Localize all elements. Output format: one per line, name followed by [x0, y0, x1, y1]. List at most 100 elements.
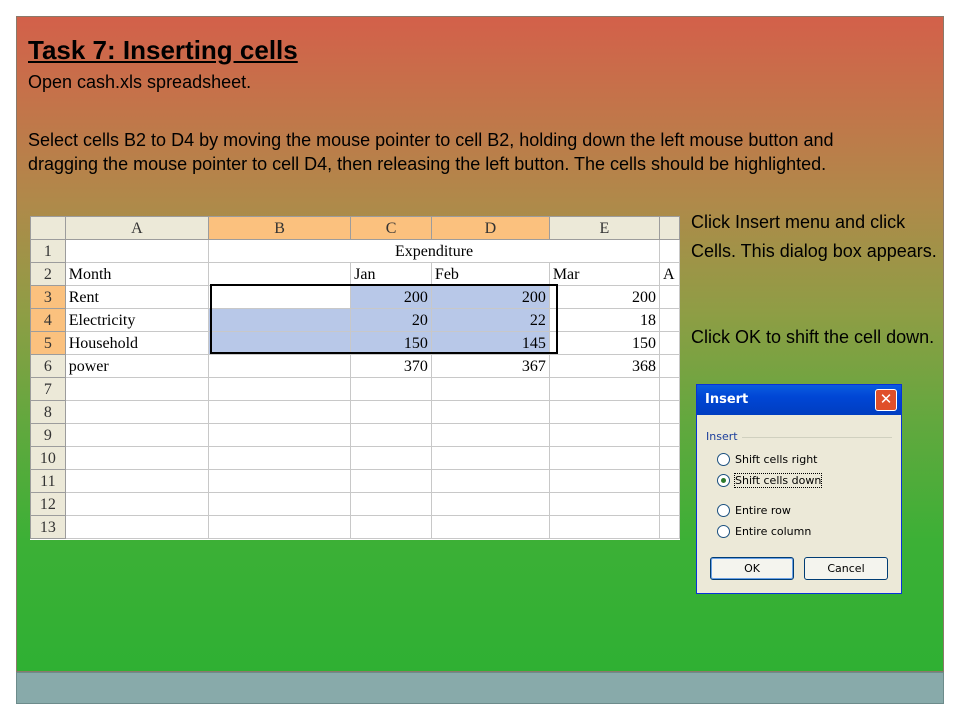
- cell[interactable]: [208, 446, 352, 470]
- column-header-a[interactable]: A: [64, 216, 210, 240]
- row-header[interactable]: 13: [30, 515, 66, 539]
- cell[interactable]: [208, 423, 352, 447]
- cell[interactable]: [430, 469, 550, 493]
- cell[interactable]: Rent: [64, 285, 210, 309]
- cell[interactable]: Jan: [350, 262, 432, 286]
- cell[interactable]: 18: [548, 308, 660, 332]
- column-header-f[interactable]: [658, 216, 680, 240]
- cell[interactable]: Month: [64, 262, 210, 286]
- cell[interactable]: [350, 515, 432, 539]
- column-header-c[interactable]: C: [350, 216, 432, 240]
- cell[interactable]: Household: [64, 331, 210, 355]
- cell[interactable]: [548, 469, 660, 493]
- cell[interactable]: [208, 308, 352, 332]
- cell[interactable]: [64, 239, 210, 263]
- row-header[interactable]: 10: [30, 446, 66, 470]
- cell[interactable]: [430, 492, 550, 516]
- row-header[interactable]: 8: [30, 400, 66, 424]
- cell[interactable]: [208, 469, 352, 493]
- row-header[interactable]: 7: [30, 377, 66, 401]
- cell[interactable]: [350, 423, 432, 447]
- cell[interactable]: [208, 377, 352, 401]
- cell[interactable]: [548, 492, 660, 516]
- cell[interactable]: [208, 262, 352, 286]
- row-header[interactable]: 1: [30, 239, 66, 263]
- cell[interactable]: [658, 285, 680, 309]
- row-header[interactable]: 2: [30, 262, 66, 286]
- cell[interactable]: [208, 331, 352, 355]
- cell[interactable]: [548, 515, 660, 539]
- cell[interactable]: [208, 354, 352, 378]
- cell[interactable]: [64, 492, 210, 516]
- cell[interactable]: [64, 446, 210, 470]
- select-all-corner[interactable]: [30, 216, 66, 240]
- cell[interactable]: 368: [548, 354, 660, 378]
- cell[interactable]: 145: [430, 331, 550, 355]
- cell[interactable]: [548, 400, 660, 424]
- cell[interactable]: [658, 239, 680, 263]
- row-header[interactable]: 3: [30, 285, 66, 309]
- cell[interactable]: [208, 492, 352, 516]
- cell[interactable]: [658, 354, 680, 378]
- cell[interactable]: [430, 423, 550, 447]
- column-header-e[interactable]: E: [548, 216, 660, 240]
- row-header[interactable]: 12: [30, 492, 66, 516]
- cell[interactable]: 200: [350, 285, 432, 309]
- cell[interactable]: 370: [350, 354, 432, 378]
- cell[interactable]: [658, 469, 680, 493]
- close-button[interactable]: ✕: [875, 389, 897, 411]
- cell[interactable]: [208, 400, 352, 424]
- column-header-b[interactable]: B: [208, 216, 352, 240]
- cell[interactable]: [350, 469, 432, 493]
- cell[interactable]: 150: [548, 331, 660, 355]
- cell[interactable]: [658, 377, 680, 401]
- cell[interactable]: [658, 515, 680, 539]
- cell[interactable]: [350, 446, 432, 470]
- merged-title-cell[interactable]: Expenditure: [208, 239, 660, 263]
- row-header[interactable]: 11: [30, 469, 66, 493]
- cell[interactable]: [658, 331, 680, 355]
- dialog-title-bar[interactable]: Insert ✕: [697, 385, 901, 415]
- cell[interactable]: [208, 515, 352, 539]
- radio-shift-cells-down[interactable]: Shift cells down: [717, 472, 823, 488]
- cell[interactable]: [64, 515, 210, 539]
- cell[interactable]: A: [658, 262, 680, 286]
- cell[interactable]: [658, 308, 680, 332]
- cell[interactable]: 20: [350, 308, 432, 332]
- cell[interactable]: 367: [430, 354, 550, 378]
- row-header[interactable]: 4: [30, 308, 66, 332]
- cell[interactable]: [350, 492, 432, 516]
- radio-entire-column[interactable]: Entire column: [717, 523, 811, 539]
- cell[interactable]: [430, 377, 550, 401]
- ok-button[interactable]: OK: [710, 557, 794, 580]
- column-header-d[interactable]: D: [430, 216, 550, 240]
- cell[interactable]: [430, 515, 550, 539]
- cell[interactable]: [64, 423, 210, 447]
- cell[interactable]: Electricity: [64, 308, 210, 332]
- row-header[interactable]: 5: [30, 331, 66, 355]
- cell[interactable]: 22: [430, 308, 550, 332]
- cell[interactable]: [430, 400, 550, 424]
- cell[interactable]: [658, 446, 680, 470]
- cell[interactable]: [548, 446, 660, 470]
- cell[interactable]: Mar: [548, 262, 660, 286]
- radio-shift-cells-right[interactable]: Shift cells right: [717, 451, 818, 467]
- cell[interactable]: power: [64, 354, 210, 378]
- active-cell[interactable]: [208, 285, 352, 309]
- cell[interactable]: [548, 423, 660, 447]
- cell[interactable]: [64, 469, 210, 493]
- cell[interactable]: 150: [350, 331, 432, 355]
- cell[interactable]: [350, 400, 432, 424]
- cell[interactable]: [64, 377, 210, 401]
- cell[interactable]: Feb: [430, 262, 550, 286]
- cell[interactable]: 200: [548, 285, 660, 309]
- cell[interactable]: [64, 400, 210, 424]
- row-header[interactable]: 6: [30, 354, 66, 378]
- cell[interactable]: [658, 400, 680, 424]
- cell[interactable]: [658, 423, 680, 447]
- cell[interactable]: 200: [430, 285, 550, 309]
- cell[interactable]: [350, 377, 432, 401]
- cell[interactable]: [548, 377, 660, 401]
- row-header[interactable]: 9: [30, 423, 66, 447]
- cancel-button[interactable]: Cancel: [804, 557, 888, 580]
